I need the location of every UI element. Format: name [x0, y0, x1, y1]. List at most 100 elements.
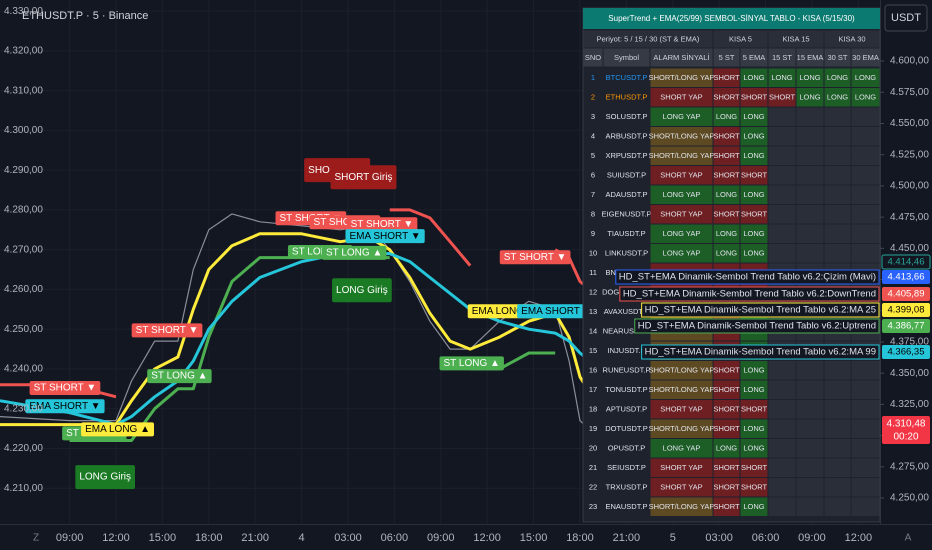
y-tick-label: 4.320,00 — [4, 46, 43, 57]
table-cell: 18 — [589, 405, 597, 414]
table-cell: 9 — [591, 229, 595, 238]
x-tick-label: 12:00 — [473, 532, 501, 544]
table-cell-bg — [583, 361, 603, 380]
table-cell: ETHUSDT.P — [606, 93, 648, 102]
signal-label: EMA LONG ▲ — [81, 422, 155, 437]
signal-box — [517, 304, 597, 319]
table-header-bg — [824, 48, 851, 67]
table-cell-bg — [650, 205, 713, 224]
table-cell-bg — [740, 400, 768, 419]
table-cell-bg — [768, 244, 796, 263]
table-cell-bg — [603, 478, 650, 497]
table-cell: SEIUSDT.P — [607, 463, 646, 472]
table-title-bg — [583, 8, 880, 29]
table-cell: LONG YAP — [663, 229, 701, 238]
y-tick-label: 4.240,00 — [4, 364, 43, 375]
table-cell-bg — [768, 88, 796, 107]
table-cell: LONG — [827, 93, 848, 102]
table-cell: ENAUSDT.P — [605, 502, 647, 511]
y2-tick-label: 4.500,00 — [890, 181, 929, 192]
table-header: 15 EMA — [797, 53, 824, 62]
y2-tick-label: 4.275,00 — [890, 461, 929, 472]
table-cell: LONG — [743, 151, 764, 160]
table-cell-bg — [851, 205, 880, 224]
table-cell-bg — [768, 68, 796, 87]
table-cell: LONG — [716, 249, 737, 258]
x-tick-label: 06:00 — [381, 532, 409, 544]
table-cell: LINKUSDT.P — [605, 249, 648, 258]
table-cell: LONG YAP — [663, 249, 701, 258]
legend-badge-text: 4.399,08 — [888, 305, 925, 316]
table-group: KISA 5 — [729, 34, 752, 43]
signal-text: ST LONG ▲ — [151, 371, 207, 382]
table-cell-bg — [768, 400, 796, 419]
table-cell-bg — [713, 361, 740, 380]
table-cell-bg — [796, 244, 824, 263]
table-cell-bg — [603, 341, 650, 360]
table-cell: ARBUSDT.P — [605, 132, 647, 141]
y-tick-label: 4.280,00 — [4, 205, 43, 216]
signal-box — [345, 229, 425, 244]
x-tick-label: 21:00 — [613, 532, 641, 544]
table-cell: SHORT/LONG YAP — [649, 73, 715, 82]
table-cell-bg — [603, 458, 650, 477]
table-cell: DOTUSDT.P — [605, 424, 648, 433]
table-cell: SHORT — [713, 385, 740, 394]
table-cell-bg — [740, 497, 768, 516]
table-cell: LONG — [743, 502, 764, 511]
signal-label: ST LONG ▲ — [147, 369, 212, 384]
table-cell-bg — [796, 439, 824, 458]
table-cell: LONG — [743, 249, 764, 258]
symbol-title[interactable]: ETHUSDT.P · 5 · Binance — [22, 10, 148, 22]
signal-label: ST SHORT ▼ — [346, 217, 418, 232]
table-cell: 23 — [589, 502, 597, 511]
table-cell: SHORT/LONG YAP — [649, 424, 715, 433]
table-cell-bg — [740, 68, 768, 87]
table-cell: 13 — [589, 307, 597, 316]
signal-box — [147, 369, 212, 384]
y-tick-label: 4.230,00 — [4, 403, 43, 414]
currency[interactable]: USDT — [891, 12, 921, 24]
table-cell-bg — [851, 244, 880, 263]
table-cell: LONG — [716, 112, 737, 121]
footer-left[interactable]: Z — [33, 533, 39, 544]
signal-box — [439, 356, 504, 371]
table-cell-bg — [650, 400, 713, 419]
x-tick-label: 09:00 — [427, 532, 455, 544]
table-cell-bg — [796, 380, 824, 399]
table-cell-bg — [713, 400, 740, 419]
table-cell: SHORT — [741, 405, 768, 414]
table-cell-bg — [740, 127, 768, 146]
y2-tick-label: 4.550,00 — [890, 118, 929, 129]
table-cell: 8 — [591, 210, 595, 219]
signal-box — [321, 245, 387, 260]
signal-box — [131, 323, 203, 338]
table-header: 30 EMA — [852, 53, 879, 62]
currency-box[interactable] — [884, 4, 928, 32]
table-cell-bg — [824, 205, 851, 224]
table-cell: SHORT YAP — [660, 93, 702, 102]
table-cell-bg — [740, 361, 768, 380]
table-cell-bg — [583, 419, 603, 438]
table-cell-bg — [824, 419, 851, 438]
table-cell: SHORT YAP — [660, 210, 702, 219]
y2-tick-label: 4.600,00 — [890, 56, 929, 67]
table-cell: LONG — [771, 73, 792, 82]
table-cell-bg — [603, 205, 650, 224]
table-cell: SHORT — [713, 405, 740, 414]
table-cell-bg — [824, 88, 851, 107]
table-cell-bg — [851, 361, 880, 380]
table-cell-bg — [824, 439, 851, 458]
table-cell: LONG — [716, 444, 737, 453]
signal-text: EMA LONG ▲ — [472, 306, 537, 317]
table-cell: SHORT — [713, 502, 740, 511]
table-cell-bg — [583, 458, 603, 477]
table-cell: SHORT — [741, 483, 768, 492]
table-cell: LONG YAP — [663, 190, 701, 199]
table-header: 30 ST — [827, 53, 847, 62]
y-tick-label: 4.300,00 — [4, 125, 43, 136]
table-header-bg — [740, 48, 768, 67]
table-cell: LONG — [743, 190, 764, 199]
table-period-bg — [583, 30, 713, 48]
footer-right[interactable]: A — [905, 533, 912, 544]
